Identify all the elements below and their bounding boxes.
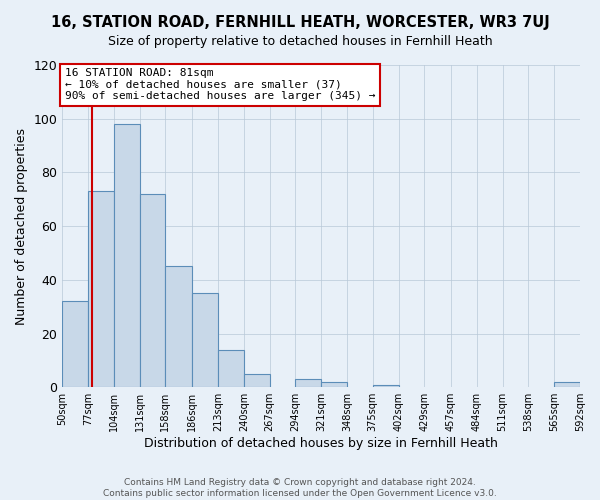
- Bar: [140, 194, 166, 387]
- Bar: [321, 382, 347, 387]
- Bar: [192, 293, 218, 387]
- Text: Contains HM Land Registry data © Crown copyright and database right 2024.
Contai: Contains HM Land Registry data © Crown c…: [103, 478, 497, 498]
- Text: 16, STATION ROAD, FERNHILL HEATH, WORCESTER, WR3 7UJ: 16, STATION ROAD, FERNHILL HEATH, WORCES…: [50, 15, 550, 30]
- Text: 16 STATION ROAD: 81sqm
← 10% of detached houses are smaller (37)
90% of semi-det: 16 STATION ROAD: 81sqm ← 10% of detached…: [65, 68, 376, 102]
- Bar: [373, 384, 398, 387]
- Bar: [218, 350, 244, 387]
- Bar: [244, 374, 269, 387]
- Bar: [62, 302, 88, 387]
- Text: Size of property relative to detached houses in Fernhill Heath: Size of property relative to detached ho…: [107, 35, 493, 48]
- X-axis label: Distribution of detached houses by size in Fernhill Heath: Distribution of detached houses by size …: [144, 437, 498, 450]
- Bar: [114, 124, 140, 387]
- Bar: [295, 379, 321, 387]
- Bar: [554, 382, 580, 387]
- Y-axis label: Number of detached properties: Number of detached properties: [15, 128, 28, 324]
- Bar: [166, 266, 192, 387]
- Bar: [88, 191, 114, 387]
